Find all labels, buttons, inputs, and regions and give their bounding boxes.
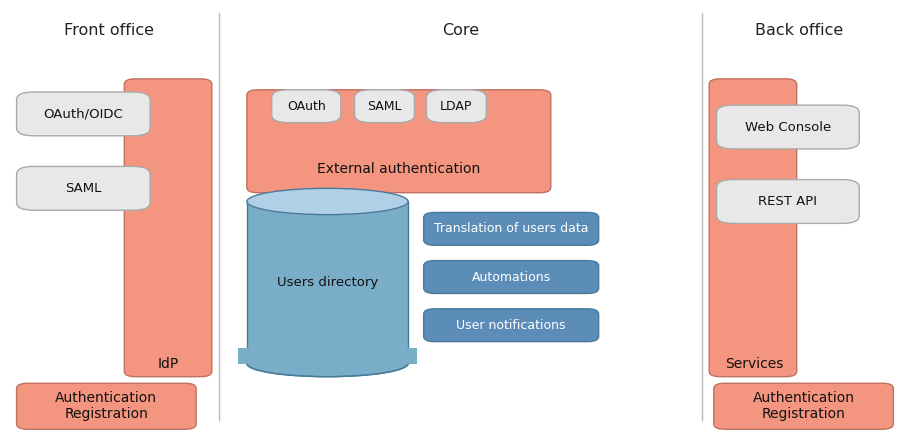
- Text: OAuth/OIDC: OAuth/OIDC: [43, 107, 123, 120]
- Text: Authentication
Registration: Authentication Registration: [55, 391, 157, 421]
- Text: Automations: Automations: [472, 271, 551, 283]
- Text: SAML: SAML: [65, 182, 101, 195]
- Text: External authentication: External authentication: [317, 162, 481, 176]
- Text: LDAP: LDAP: [440, 100, 472, 113]
- Text: REST API: REST API: [758, 195, 818, 208]
- FancyBboxPatch shape: [17, 166, 150, 210]
- Text: IdP: IdP: [157, 357, 180, 371]
- Text: Translation of users data: Translation of users data: [434, 223, 589, 235]
- Bar: [247, 201, 408, 364]
- FancyBboxPatch shape: [424, 212, 599, 245]
- Text: SAML: SAML: [367, 100, 402, 113]
- FancyBboxPatch shape: [717, 180, 859, 223]
- Bar: [247, 350, 408, 364]
- Text: Services: Services: [726, 357, 784, 371]
- FancyBboxPatch shape: [424, 261, 599, 293]
- FancyBboxPatch shape: [355, 90, 414, 123]
- Ellipse shape: [247, 350, 408, 377]
- Bar: [238, 348, 417, 364]
- FancyBboxPatch shape: [714, 383, 893, 429]
- Text: OAuth: OAuth: [286, 100, 326, 113]
- Text: Core: Core: [442, 23, 479, 38]
- FancyBboxPatch shape: [17, 92, 150, 136]
- FancyBboxPatch shape: [426, 90, 486, 123]
- Text: Front office: Front office: [64, 23, 154, 38]
- Text: User notifications: User notifications: [457, 319, 565, 332]
- Text: Authentication
Registration: Authentication Registration: [752, 391, 855, 421]
- FancyBboxPatch shape: [17, 383, 196, 429]
- Text: Back office: Back office: [755, 23, 844, 38]
- FancyBboxPatch shape: [247, 90, 551, 193]
- FancyBboxPatch shape: [709, 79, 797, 377]
- FancyBboxPatch shape: [424, 309, 599, 342]
- Text: Users directory: Users directory: [277, 276, 378, 289]
- Text: Web Console: Web Console: [745, 120, 831, 134]
- FancyBboxPatch shape: [717, 105, 859, 149]
- FancyBboxPatch shape: [124, 79, 212, 377]
- Ellipse shape: [247, 188, 408, 215]
- FancyBboxPatch shape: [272, 90, 341, 123]
